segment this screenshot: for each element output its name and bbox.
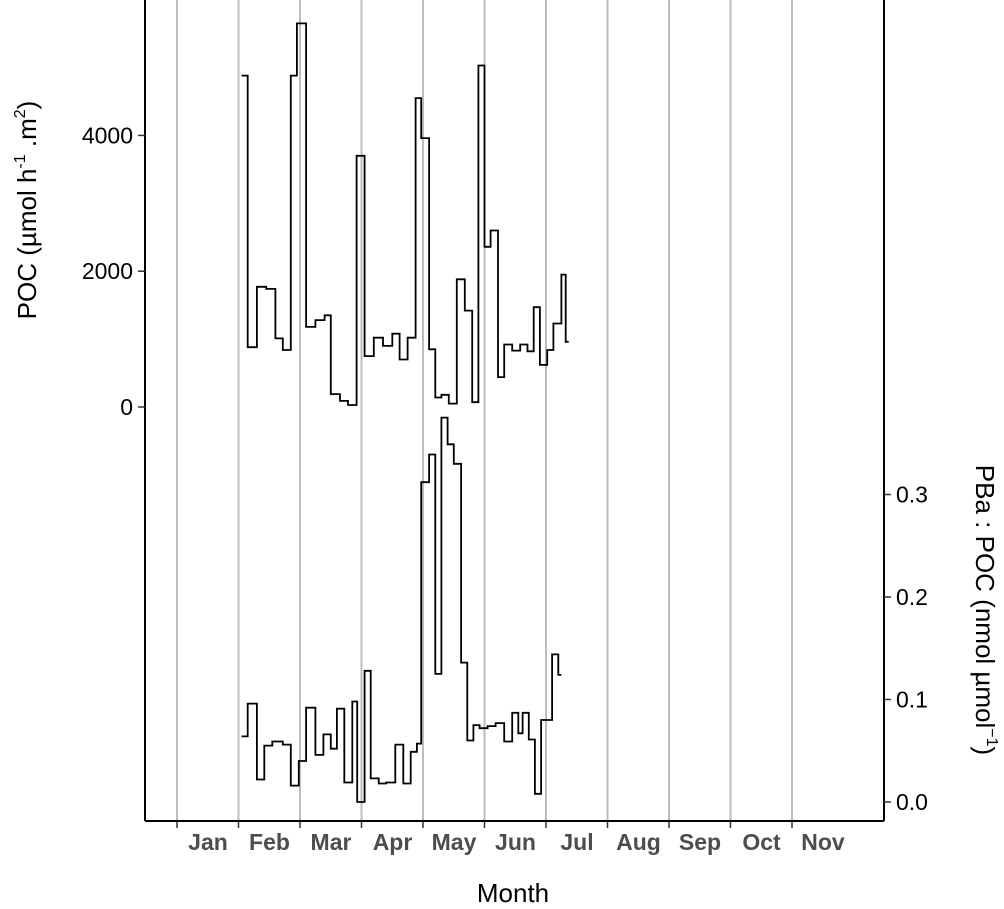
x-tick-label-feb: Feb	[249, 829, 290, 855]
left-y-tick-label-1: 2000	[82, 258, 133, 284]
x-axis-title: Month	[477, 878, 549, 908]
x-tick-label-jan: Jan	[188, 829, 228, 855]
y-axis-title-right: PBa : POC (nmol µmol−1)	[970, 465, 1000, 755]
x-tick-label-sep: Sep	[679, 829, 721, 855]
right-y-tick-label-0: 0.0	[896, 789, 928, 815]
labels-group: Jan Feb Mar Apr May Jun Jul Aug Sep Oct Nov 0 2000 40…	[82, 122, 928, 855]
x-tick-label-nov: Nov	[801, 829, 845, 855]
x-tick-label-may: May	[432, 829, 477, 855]
left-y-tick-label-0: 0	[120, 394, 133, 420]
left-y-tick-label-2: 4000	[82, 122, 133, 148]
series-group	[241, 22, 569, 803]
x-tick-label-mar: Mar	[311, 829, 352, 855]
poc-series-line	[241, 22, 569, 406]
x-tick-label-oct: Oct	[742, 829, 781, 855]
right-y-tick-label-2: 0.2	[896, 584, 928, 610]
x-tick-label-jul: Jul	[560, 829, 593, 855]
axes-group	[138, 0, 891, 828]
pba-poc-series-line	[241, 416, 562, 803]
right-y-tick-label-1: 0.1	[896, 687, 928, 713]
x-tick-label-aug: Aug	[616, 829, 661, 855]
right-y-tick-label-3: 0.3	[896, 482, 928, 508]
y-axis-title-left: POC (µmol h-1 .m2)	[12, 101, 42, 320]
x-tick-label-jun: Jun	[495, 829, 536, 855]
x-tick-label-apr: Apr	[373, 829, 413, 855]
